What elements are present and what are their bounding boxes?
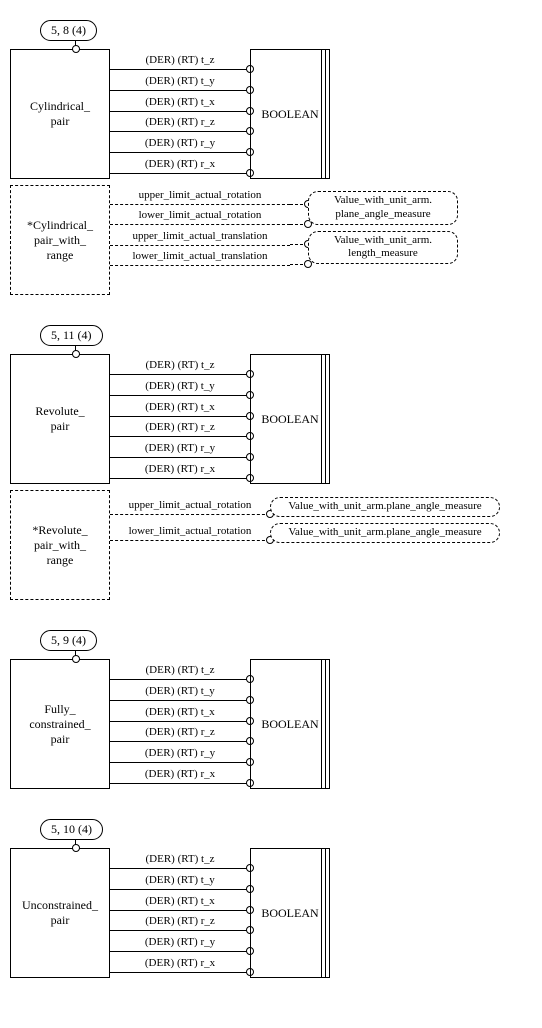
attr-line: (DER) (RT) t_y [110,75,250,91]
entity-box-cylindrical-pair: Cylindrical_ pair [10,49,110,179]
attr-line: (DER) (RT) r_x [110,463,250,479]
attr-line: (DER) (RT) t_z [110,664,250,680]
attr-column: (DER) (RT) t_z (DER) (RT) t_y (DER) (RT)… [110,848,250,978]
section-fully-constrained: 5, 9 (4) Fully_ constrained_ pair (DER) … [10,630,532,789]
attr-column: (DER) (RT) t_z (DER) (RT) t_y (DER) (RT)… [110,49,250,179]
ref-connector [75,346,76,354]
attr-line: lower_limit_actual_rotation [110,525,270,541]
type-box-plane-angle: Value_with_unit_arm.plane_angle_measure [270,523,500,543]
entity-box-revolute-pair: Revolute_ pair [10,354,110,484]
entity-row: Unconstrained_ pair (DER) (RT) t_z (DER)… [10,848,532,978]
connector [290,185,308,270]
ref-connector [75,41,76,49]
range-row: *Revolute_ pair_with_ range upper_limit_… [10,490,532,600]
attr-line: (DER) (RT) t_y [110,874,250,890]
attr-line: upper_limit_actual_translation [110,230,290,246]
ref-badge: 5, 9 (4) [40,630,97,651]
type-box-boolean: BOOLEAN [250,659,330,789]
attr-line: (DER) (RT) t_x [110,895,250,911]
ref-badge: 5, 11 (4) [40,325,103,346]
attr-line: (DER) (RT) t_y [110,685,250,701]
type-stack: Value_with_unit_arm.plane_angle_measure … [270,490,500,550]
attr-line: (DER) (RT) r_y [110,137,250,153]
attr-line: upper_limit_actual_rotation [110,499,270,515]
entity-row: Fully_ constrained_ pair (DER) (RT) t_z … [10,659,532,789]
section-unconstrained: 5, 10 (4) Unconstrained_ pair (DER) (RT)… [10,819,532,978]
ref-badge: 5, 10 (4) [40,819,103,840]
attr-line: (DER) (RT) r_x [110,158,250,174]
entity-row: Cylindrical_ pair (DER) (RT) t_z (DER) (… [10,49,532,179]
attr-line: (DER) (RT) r_z [110,116,250,132]
section-revolute: 5, 11 (4) Revolute_ pair (DER) (RT) t_z … [10,325,532,600]
section-cylindrical: 5, 8 (4) Cylindrical_ pair (DER) (RT) t_… [10,20,532,295]
attr-line: (DER) (RT) r_z [110,421,250,437]
range-row: *Cylindrical_ pair_with_ range upper_lim… [10,185,532,295]
attr-line: (DER) (RT) t_z [110,853,250,869]
attr-line: (DER) (RT) t_z [110,359,250,375]
entity-box-revolute-pair-with-range: *Revolute_ pair_with_ range [10,490,110,600]
entity-box-unconstrained-pair: Unconstrained_ pair [10,848,110,978]
attr-line: upper_limit_actual_rotation [110,189,290,205]
type-box-boolean: BOOLEAN [250,49,330,179]
attr-line: (DER) (RT) r_y [110,747,250,763]
attr-line: (DER) (RT) t_x [110,706,250,722]
ref-connector [75,651,76,659]
attr-line: (DER) (RT) t_x [110,401,250,417]
entity-box-fully-constrained-pair: Fully_ constrained_ pair [10,659,110,789]
type-stack: Value_with_unit_arm. plane_angle_measure… [308,185,458,270]
attr-line: lower_limit_actual_rotation [110,209,290,225]
entity-row: Revolute_ pair (DER) (RT) t_z (DER) (RT)… [10,354,532,484]
entity-box-cylindrical-pair-with-range: *Cylindrical_ pair_with_ range [10,185,110,295]
ref-badge: 5, 8 (4) [40,20,97,41]
ref-connector [75,840,76,848]
attr-line: (DER) (RT) t_z [110,54,250,70]
attr-line: (DER) (RT) r_x [110,768,250,784]
type-box-boolean: BOOLEAN [250,354,330,484]
attr-column: upper_limit_actual_rotation lower_limit_… [110,490,270,550]
attr-column: upper_limit_actual_rotation lower_limit_… [110,185,290,270]
attr-line: (DER) (RT) r_z [110,915,250,931]
attr-line: (DER) (RT) r_y [110,936,250,952]
type-box-boolean: BOOLEAN [250,848,330,978]
attr-line: (DER) (RT) r_z [110,726,250,742]
type-box-length-measure: Value_with_unit_arm. length_measure [308,231,458,265]
type-box-plane-angle: Value_with_unit_arm.plane_angle_measure [270,497,500,517]
attr-line: (DER) (RT) r_x [110,957,250,973]
attr-line: (DER) (RT) r_y [110,442,250,458]
attr-line: lower_limit_actual_translation [110,250,290,266]
attr-line: (DER) (RT) t_y [110,380,250,396]
type-box-plane-angle: Value_with_unit_arm. plane_angle_measure [308,191,458,225]
attr-column: (DER) (RT) t_z (DER) (RT) t_y (DER) (RT)… [110,659,250,789]
attr-line: (DER) (RT) t_x [110,96,250,112]
attr-column: (DER) (RT) t_z (DER) (RT) t_y (DER) (RT)… [110,354,250,484]
